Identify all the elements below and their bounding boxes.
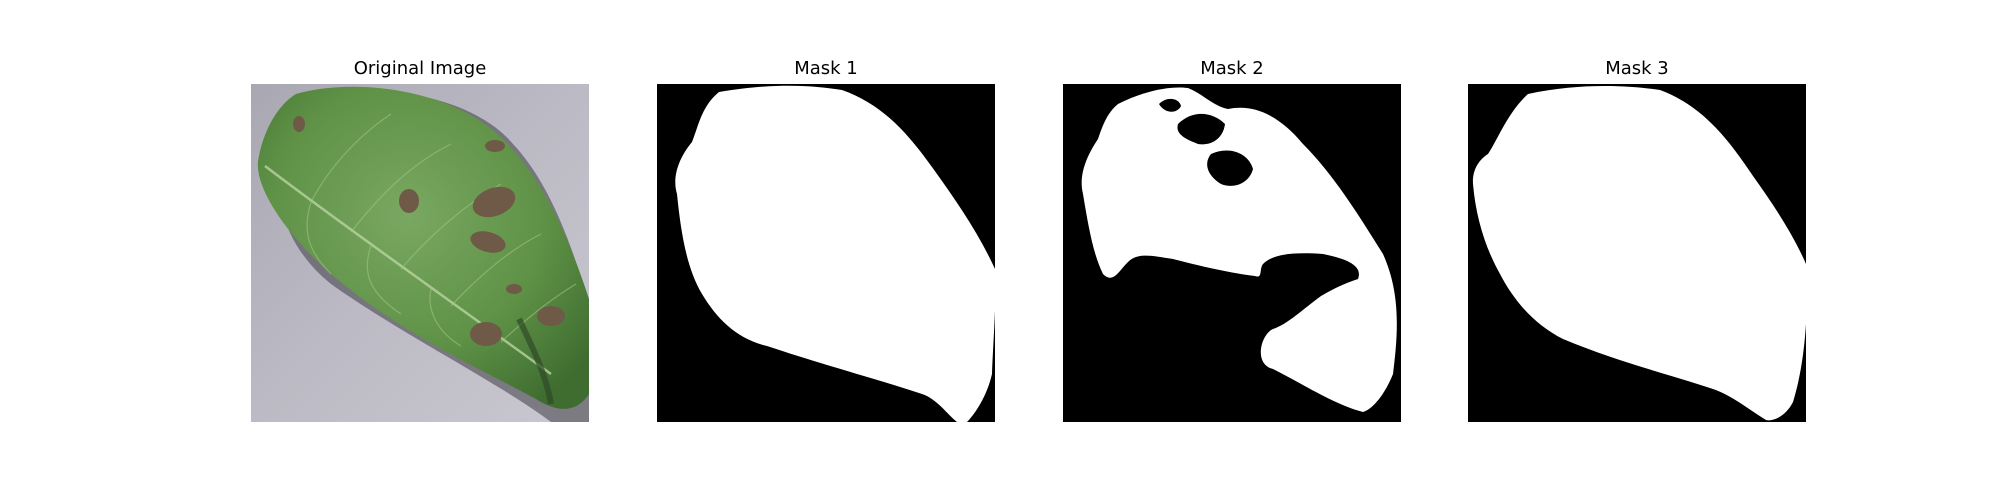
mask-2-image (1063, 84, 1401, 422)
mask-2-foreground (1081, 87, 1397, 412)
mask-3-image (1468, 84, 1806, 422)
leaf-body (257, 86, 589, 409)
panel-title-mask-1: Mask 1 (794, 58, 858, 79)
mask-3-foreground (1472, 86, 1806, 421)
leaf-midrib (264, 165, 552, 376)
mask-1-image (657, 84, 995, 422)
leaf-veins (306, 113, 577, 347)
mask-2-hole-middle (1207, 150, 1253, 186)
original-image-panel (251, 84, 589, 422)
mask-1-panel (657, 84, 995, 422)
panel-title-original-image: Original Image (353, 58, 487, 79)
leaf-photo (251, 84, 589, 422)
mask-1-foreground (675, 85, 995, 422)
panel-title-mask-3: Mask 3 (1605, 58, 1669, 79)
mask-2-panel (1063, 84, 1401, 422)
leaf-edge-shadow (516, 317, 554, 405)
panel-title-mask-2: Mask 2 (1200, 58, 1264, 79)
mask-3-panel (1468, 84, 1806, 422)
leaf-lesions (293, 116, 565, 346)
mask-2-hole-top (1177, 113, 1225, 145)
mask-2-hole-small (1159, 98, 1181, 112)
